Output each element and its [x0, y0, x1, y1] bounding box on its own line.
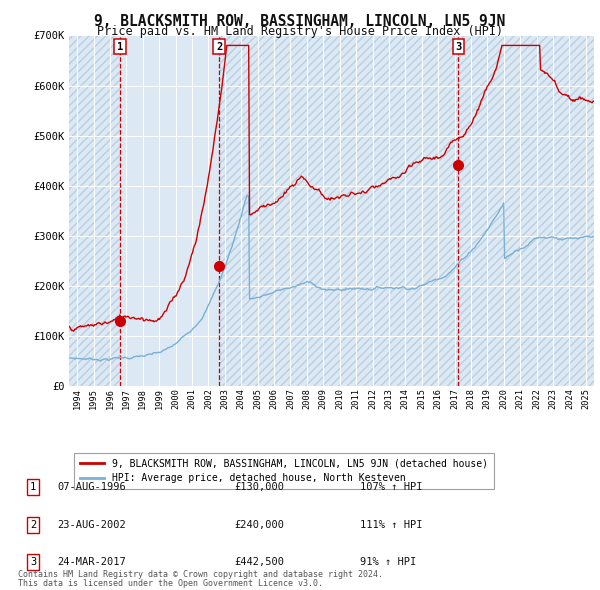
Text: 1: 1: [117, 42, 123, 52]
Text: 2: 2: [216, 42, 222, 52]
Legend: 9, BLACKSMITH ROW, BASSINGHAM, LINCOLN, LN5 9JN (detached house), HPI: Average p: 9, BLACKSMITH ROW, BASSINGHAM, LINCOLN, …: [74, 453, 494, 489]
Text: £240,000: £240,000: [234, 520, 284, 530]
Text: 07-AUG-1996: 07-AUG-1996: [57, 482, 126, 491]
Text: 9, BLACKSMITH ROW, BASSINGHAM, LINCOLN, LN5 9JN: 9, BLACKSMITH ROW, BASSINGHAM, LINCOLN, …: [94, 14, 506, 28]
Text: 24-MAR-2017: 24-MAR-2017: [57, 557, 126, 566]
Text: Contains HM Land Registry data © Crown copyright and database right 2024.: Contains HM Land Registry data © Crown c…: [18, 571, 383, 579]
Text: 91% ↑ HPI: 91% ↑ HPI: [360, 557, 416, 566]
Text: 23-AUG-2002: 23-AUG-2002: [57, 520, 126, 530]
Text: Price paid vs. HM Land Registry's House Price Index (HPI): Price paid vs. HM Land Registry's House …: [97, 25, 503, 38]
Text: 2: 2: [30, 520, 36, 530]
Text: This data is licensed under the Open Government Licence v3.0.: This data is licensed under the Open Gov…: [18, 579, 323, 588]
Text: 3: 3: [30, 557, 36, 566]
Text: 111% ↑ HPI: 111% ↑ HPI: [360, 520, 422, 530]
Text: 3: 3: [455, 42, 461, 52]
Text: £442,500: £442,500: [234, 557, 284, 566]
Text: 107% ↑ HPI: 107% ↑ HPI: [360, 482, 422, 491]
Text: £130,000: £130,000: [234, 482, 284, 491]
Text: 1: 1: [30, 482, 36, 491]
